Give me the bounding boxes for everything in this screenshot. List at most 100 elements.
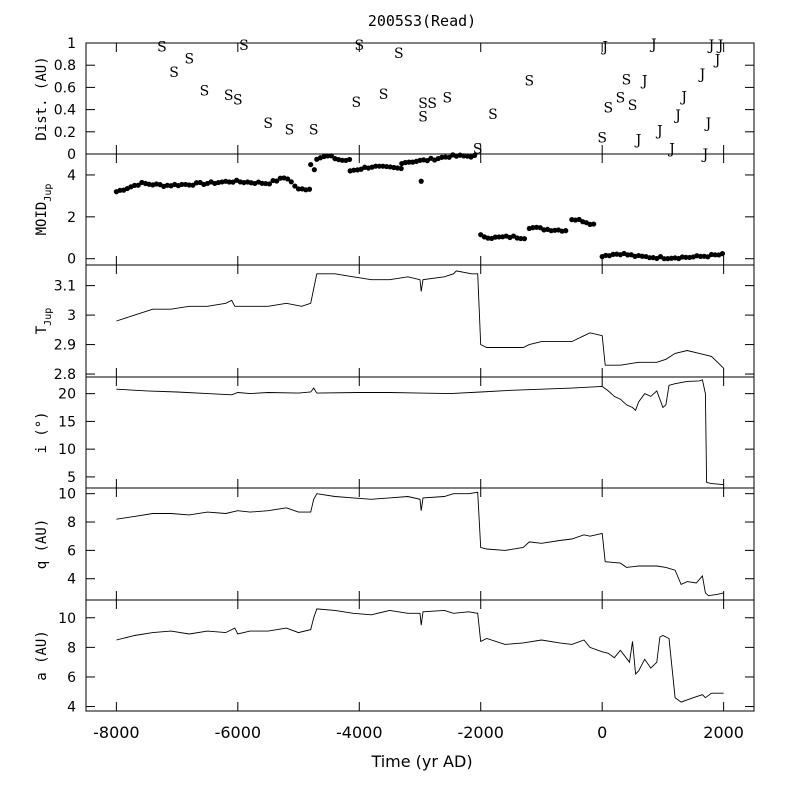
series-line-tjup: [116, 270, 724, 369]
moid-point: [308, 161, 314, 168]
marker-J: J: [707, 38, 715, 54]
marker-S: S: [628, 98, 638, 114]
moid-point: [719, 251, 726, 257]
moid-point: [117, 187, 123, 193]
marker-S: S: [525, 74, 535, 90]
moid-point: [266, 181, 272, 187]
moid-point: [274, 178, 280, 184]
marker-S: S: [427, 96, 437, 112]
marker-S: S: [418, 96, 428, 112]
y-axis-label-incl: i (°): [34, 411, 50, 453]
marker-S: S: [379, 87, 389, 103]
moid-point: [288, 179, 294, 185]
x-tick-label: -4000: [336, 723, 383, 742]
moid-point: [346, 156, 353, 163]
y-tick-label: 3: [67, 308, 76, 324]
panel-incl: 5 10 15 20 i (°): [34, 376, 755, 489]
marker-S: S: [224, 88, 234, 104]
moid-point: [661, 256, 667, 262]
marker-S: S: [354, 38, 364, 54]
marker-S: S: [184, 52, 194, 68]
marker-S: S: [622, 73, 632, 89]
y-axis-label-moid: MOIDJup: [34, 184, 54, 236]
marker-S: S: [233, 93, 243, 109]
y-axis-label-tjup: TJup: [34, 308, 54, 335]
series-line-a: [116, 608, 724, 703]
moid-point: [683, 254, 689, 260]
moid-point: [398, 165, 404, 172]
y-tick-label: 4: [67, 700, 76, 716]
marker-J: J: [634, 133, 642, 149]
moid-point: [376, 163, 382, 169]
marker-S: S: [239, 38, 249, 54]
y-tick-label: 8: [67, 640, 76, 656]
y-tick-label: 10: [58, 487, 76, 503]
y-tick-label: 10: [58, 442, 76, 458]
moid-point: [295, 186, 302, 192]
moid-point: [179, 181, 185, 188]
marker-S: S: [200, 84, 210, 100]
marker-J: J: [673, 108, 681, 124]
panel-q: 4 6 8 10 q (AU): [34, 487, 755, 601]
y-tick-label: 3.1: [54, 279, 76, 295]
moid-point: [285, 176, 291, 182]
series-line-incl: [116, 379, 724, 486]
moid-point: [226, 179, 232, 185]
y-tick-label: 5: [67, 470, 76, 486]
panel-a: 4 6 8 10 a (AU): [34, 599, 755, 716]
moid-point: [418, 178, 424, 184]
y-tick-label: 20: [58, 387, 76, 403]
marker-J: J: [667, 141, 675, 157]
y-tick-label: 8: [67, 515, 76, 531]
x-tick-label: -6000: [215, 723, 262, 742]
marker-J: J: [698, 67, 706, 83]
y-tick-label: 10: [58, 611, 76, 627]
marker-S: S: [473, 141, 483, 157]
moid-point: [697, 253, 704, 259]
marker-S: S: [394, 46, 404, 62]
marker-J: J: [600, 39, 608, 55]
panel-frame: [85, 153, 755, 266]
moid-point: [563, 228, 569, 234]
y-tick-label: 1: [67, 36, 76, 52]
moid-point: [406, 159, 412, 165]
y-tick-label: 2.9: [54, 338, 76, 354]
marker-S: S: [603, 100, 613, 116]
panel-frame: [85, 487, 755, 601]
marker-S: S: [285, 123, 295, 139]
marker-S: S: [309, 123, 319, 139]
moid-point: [472, 152, 478, 158]
marker-J: J: [649, 37, 657, 53]
moid-point: [311, 167, 317, 173]
chart-title: 2005S3(Read): [368, 12, 476, 30]
moid-point: [496, 234, 502, 240]
panel-moid: 0 2 4 MOIDJup: [34, 152, 755, 268]
marker-S: S: [597, 130, 607, 146]
y-tick-label: 6: [67, 543, 76, 559]
moid-point: [521, 236, 528, 242]
marker-J: J: [716, 38, 724, 54]
y-tick-label: 15: [58, 414, 76, 430]
moid-point: [328, 153, 334, 159]
marker-S: S: [263, 116, 273, 132]
moid-point: [373, 163, 379, 169]
series-line-q: [116, 491, 724, 597]
x-tick-label: -8000: [93, 723, 140, 742]
moid-point: [591, 221, 597, 227]
moid-point: [186, 182, 192, 188]
y-tick-label: 0: [67, 252, 76, 268]
y-tick-label: 0: [67, 147, 76, 163]
marker-S: S: [443, 90, 453, 106]
marker-J: J: [701, 147, 709, 163]
y-tick-label: 2: [67, 210, 76, 226]
y-tick-label: 0.4: [54, 103, 76, 119]
marker-S: S: [351, 95, 361, 111]
moid-point: [712, 252, 718, 258]
marker-S: S: [157, 39, 167, 55]
marker-J: J: [704, 116, 712, 132]
y-tick-label: 0.8: [54, 58, 76, 74]
y-axis-label-q: q (AU): [34, 519, 50, 570]
